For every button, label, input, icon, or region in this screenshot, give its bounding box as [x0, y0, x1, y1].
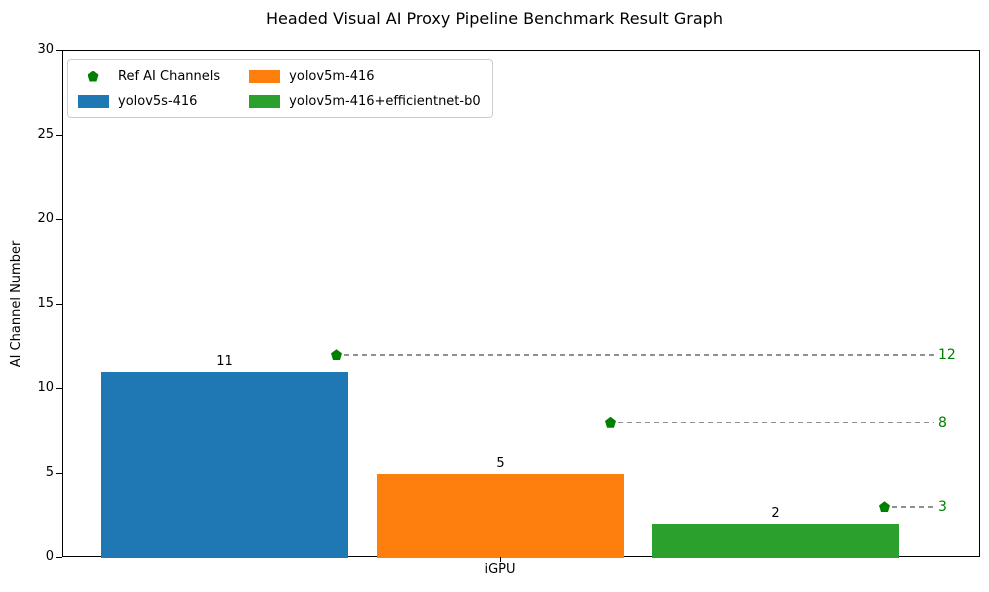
ref-dashed-line-3: [892, 506, 934, 508]
y-tick-label-5: 5: [45, 464, 54, 480]
color-swatch-icon: [248, 94, 280, 108]
legend-marker-box: [77, 70, 109, 82]
legend-item-yolov5m-416: yolov5m-416: [248, 66, 480, 86]
legend-label: yolov5m-416+efficientnet-b0: [289, 93, 481, 109]
plot-area: Ref AI Channels yolov5s-416 yolov5m-416 yol…: [62, 50, 980, 558]
chart-title: Headed Visual AI Proxy Pipeline Benchmar…: [266, 9, 723, 28]
y-tick-mark: [56, 388, 62, 390]
bar-value-label-yolov5m-416-efficientnet-b0: 2: [771, 506, 780, 522]
legend-marker-box: [248, 69, 280, 83]
legend-label: yolov5m-416: [289, 68, 375, 84]
legend-item-yolov5m-416-efficientnet-b0: yolov5m-416+efficientnet-b0: [248, 91, 481, 111]
legend-label: yolov5s-416: [118, 93, 198, 109]
legend: Ref AI Channels yolov5s-416 yolov5m-416 yol…: [67, 59, 493, 118]
bar-yolov5s-416: [101, 372, 348, 558]
bar-yolov5m-416: [377, 473, 624, 558]
legend-label: Ref AI Channels: [118, 68, 221, 84]
color-swatch-icon: [248, 69, 280, 83]
y-tick-mark: [56, 472, 62, 474]
y-tick-label-15: 15: [37, 295, 54, 311]
y-tick-label-20: 20: [37, 211, 54, 226]
pentagon-marker-icon: [87, 70, 99, 82]
ref-value-label-3: 3: [938, 499, 947, 516]
y-tick-label-30: 30: [37, 42, 54, 57]
bar-value-label-yolov5s-416: 11: [216, 354, 233, 370]
bar-yolov5m-416-efficientnet-b0: [652, 524, 899, 558]
ref-pentagon-icon: [331, 349, 342, 361]
y-tick-label-0: 0: [45, 549, 54, 564]
color-swatch-icon: [77, 94, 109, 108]
ref-pentagon-icon: [879, 501, 890, 513]
ref-dashed-line-12: [344, 354, 934, 356]
bar-value-label-yolov5m-416: 5: [496, 455, 505, 471]
ref-value-label-8: 8: [938, 414, 947, 431]
y-tick-mark: [56, 50, 62, 52]
legend-marker-box: [77, 94, 109, 108]
y-tick-mark: [56, 557, 62, 559]
y-tick-mark: [56, 303, 62, 305]
legend-marker-box: [248, 94, 280, 108]
ref-dashed-line-8: [618, 421, 934, 424]
legend-item-ref-ai-channels: Ref AI Channels: [77, 66, 220, 86]
x-tick-label-igpu: iGPU: [484, 562, 516, 577]
ref-pentagon-icon: [605, 416, 616, 428]
legend-item-yolov5s-416: yolov5s-416: [77, 91, 220, 111]
y-tick-label-10: 10: [37, 380, 54, 395]
ref-value-label-12: 12: [938, 347, 956, 364]
x-tick-mark: [500, 557, 502, 562]
y-tick-mark: [56, 134, 62, 136]
y-tick-mark: [56, 219, 62, 221]
y-tick-label-25: 25: [37, 126, 54, 142]
